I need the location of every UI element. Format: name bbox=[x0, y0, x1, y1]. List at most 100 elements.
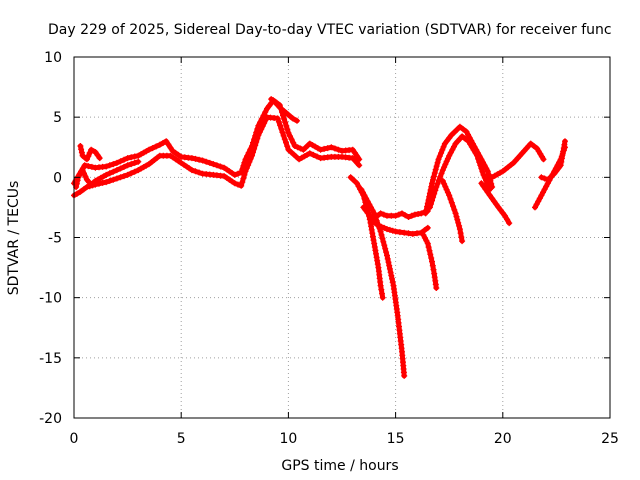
data-point bbox=[421, 227, 428, 234]
data-point bbox=[328, 144, 335, 151]
data-point bbox=[431, 190, 438, 197]
data-point bbox=[165, 141, 172, 148]
data-point bbox=[423, 207, 430, 214]
data-point bbox=[430, 173, 437, 180]
data-point bbox=[356, 162, 363, 169]
data-point bbox=[380, 238, 387, 245]
data-point bbox=[441, 164, 448, 171]
y-tick-label: 5 bbox=[53, 110, 62, 126]
data-point bbox=[335, 146, 342, 153]
data-point bbox=[192, 168, 199, 175]
data-point bbox=[430, 176, 436, 183]
data-point bbox=[86, 149, 93, 156]
series-band-main-lower bbox=[71, 114, 363, 199]
data-point bbox=[81, 162, 88, 169]
data-point bbox=[188, 167, 195, 174]
data-point bbox=[426, 204, 433, 211]
data-point bbox=[74, 190, 81, 197]
data-point bbox=[443, 186, 450, 193]
data-point bbox=[240, 175, 247, 182]
data-point bbox=[456, 222, 463, 229]
data-point bbox=[192, 155, 199, 162]
data-point bbox=[560, 145, 567, 152]
data-point bbox=[444, 155, 451, 162]
data-point bbox=[128, 161, 135, 168]
data-point bbox=[331, 145, 338, 152]
data-point bbox=[78, 149, 85, 156]
series-drop-right-2 bbox=[478, 180, 513, 227]
data-point bbox=[249, 152, 255, 159]
data-point bbox=[434, 159, 441, 166]
data-point bbox=[385, 259, 392, 266]
data-point bbox=[113, 159, 120, 166]
x-tick-label: 20 bbox=[494, 431, 512, 447]
data-point bbox=[124, 162, 131, 169]
data-point bbox=[426, 247, 433, 254]
data-point bbox=[506, 220, 513, 227]
data-point bbox=[243, 165, 250, 172]
data-point bbox=[81, 170, 87, 177]
data-point bbox=[196, 156, 203, 163]
data-point bbox=[475, 155, 482, 162]
data-point bbox=[281, 116, 288, 122]
y-tick-label: 0 bbox=[53, 170, 62, 186]
chart-title: Day 229 of 2025, Sidereal Day-to-day VTE… bbox=[48, 22, 612, 38]
data-point bbox=[389, 279, 396, 286]
data-point bbox=[196, 169, 203, 176]
data-point bbox=[484, 168, 491, 175]
data-point bbox=[386, 265, 393, 272]
data-point bbox=[242, 156, 249, 163]
x-tick-label: 15 bbox=[387, 431, 405, 447]
data-point bbox=[247, 155, 254, 162]
data-point bbox=[121, 156, 127, 163]
data-point bbox=[448, 199, 455, 206]
data-point bbox=[241, 159, 248, 166]
data-point bbox=[199, 157, 206, 164]
data-point bbox=[160, 140, 166, 146]
data-point bbox=[476, 159, 483, 166]
data-point bbox=[459, 238, 466, 245]
data-point bbox=[451, 206, 458, 213]
data-point bbox=[203, 158, 210, 165]
data-point bbox=[288, 136, 295, 143]
series-peak-branch bbox=[268, 96, 300, 124]
series-right-rise-lower bbox=[426, 133, 493, 211]
data-point bbox=[433, 163, 440, 170]
data-point bbox=[439, 177, 446, 184]
data-point bbox=[117, 158, 124, 165]
data-point bbox=[453, 213, 460, 220]
data-point bbox=[386, 226, 393, 233]
data-point bbox=[188, 155, 195, 162]
data-point bbox=[241, 171, 248, 178]
data-point bbox=[480, 171, 487, 178]
data-point bbox=[380, 211, 387, 218]
data-point bbox=[379, 290, 385, 297]
data-point bbox=[429, 258, 435, 265]
data-point bbox=[422, 210, 429, 217]
data-point bbox=[431, 170, 438, 176]
data-point bbox=[349, 146, 356, 153]
data-point bbox=[294, 117, 300, 124]
data-point bbox=[85, 153, 92, 160]
data-point bbox=[504, 216, 511, 223]
data-point bbox=[378, 231, 385, 238]
data-point bbox=[370, 237, 377, 244]
data-point bbox=[430, 194, 437, 201]
data-point bbox=[382, 245, 389, 252]
data-point bbox=[77, 143, 84, 149]
data-point bbox=[378, 223, 385, 230]
data-point bbox=[474, 152, 481, 159]
data-point bbox=[279, 129, 286, 136]
data-point bbox=[432, 187, 439, 194]
data-point bbox=[446, 192, 453, 199]
data-point bbox=[103, 179, 110, 186]
data-point bbox=[128, 170, 135, 177]
data-point bbox=[281, 136, 288, 143]
data-point bbox=[354, 153, 360, 160]
data-point bbox=[427, 251, 434, 258]
data-point bbox=[392, 212, 399, 219]
data-point bbox=[448, 132, 455, 139]
data-point bbox=[277, 122, 284, 129]
data-point bbox=[375, 222, 382, 229]
y-tick-label: -5 bbox=[48, 231, 62, 247]
